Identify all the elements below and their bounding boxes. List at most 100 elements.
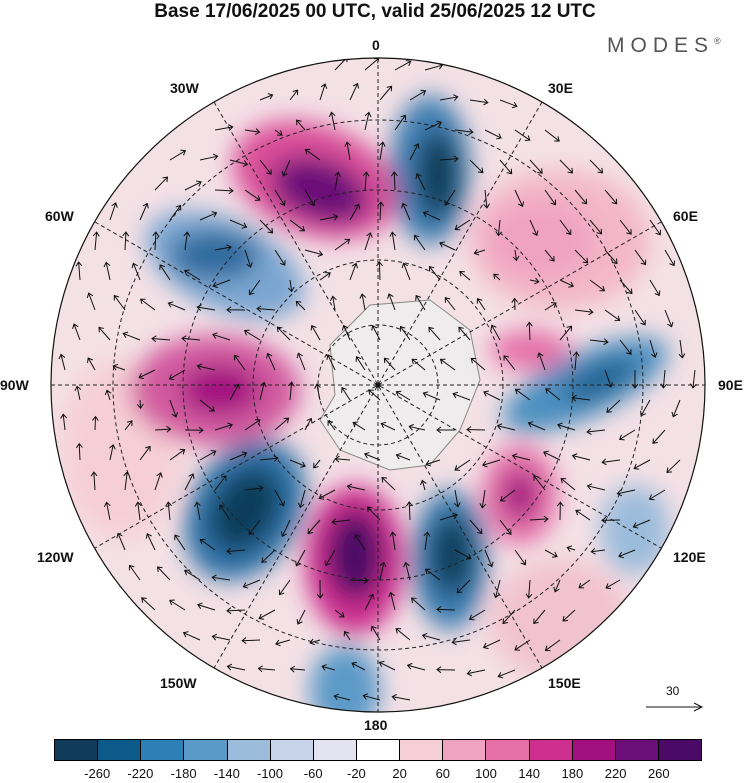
wind-vector xyxy=(529,277,540,285)
wind-vector xyxy=(349,203,360,221)
wind-vector xyxy=(536,352,546,371)
wind-vector xyxy=(484,129,502,140)
wind-vector xyxy=(619,219,632,235)
wind-vector xyxy=(379,85,393,101)
colorbar-tick-label: -140 xyxy=(213,766,240,781)
wind-vector xyxy=(383,357,396,371)
wind-vector xyxy=(466,669,486,677)
wind-vector xyxy=(112,363,126,371)
map-border xyxy=(50,57,706,713)
colorbar-swatch xyxy=(658,740,702,760)
wind-vector xyxy=(459,270,471,281)
wind-vector xyxy=(425,459,441,467)
wind-vector xyxy=(304,189,316,207)
wind-vector xyxy=(212,279,231,289)
wind-vector xyxy=(389,231,397,251)
wind-vector xyxy=(334,455,351,463)
wind-vector xyxy=(408,423,426,431)
wind-vector xyxy=(319,83,328,101)
wind-vector xyxy=(318,489,336,500)
wind-vector xyxy=(304,148,321,161)
wind-vector xyxy=(109,202,118,221)
wind-vector xyxy=(139,202,149,221)
wind-vector xyxy=(364,111,372,131)
wind-vector xyxy=(571,453,591,461)
wind-vector xyxy=(87,357,96,371)
wind-vector xyxy=(128,564,141,581)
wind-vector xyxy=(678,339,686,359)
wind-vector xyxy=(389,531,397,551)
wind-vector xyxy=(281,159,291,177)
wind-vector xyxy=(152,231,160,251)
lon-label-30w: 30W xyxy=(170,80,199,96)
wind-vector xyxy=(75,442,83,461)
south-pole-marker xyxy=(375,382,381,388)
wind-vector xyxy=(444,189,456,206)
wind-vector xyxy=(229,219,248,229)
wind-vector xyxy=(289,665,306,673)
wind-vector xyxy=(544,639,561,652)
wind-vector xyxy=(634,309,646,326)
wind-vector xyxy=(196,304,216,311)
wind-vector xyxy=(275,639,291,647)
wind-vector xyxy=(423,531,431,551)
wind-vector xyxy=(544,129,560,142)
wind-vector xyxy=(211,633,231,641)
wind-vector xyxy=(351,661,366,671)
wind-vector xyxy=(376,261,383,281)
wind-vector xyxy=(512,249,520,262)
wind-vector xyxy=(86,292,96,311)
wind-vector xyxy=(483,390,501,401)
wind-vector xyxy=(233,354,246,371)
wind-vector xyxy=(196,363,216,371)
wind-vector xyxy=(333,693,351,701)
reference-vector-label: 30 xyxy=(666,684,680,698)
wind-vector xyxy=(428,326,441,341)
wind-vector xyxy=(364,232,373,251)
wind-vector xyxy=(75,261,83,281)
wind-vector xyxy=(476,297,486,311)
wind-vector xyxy=(141,597,156,611)
wind-vector xyxy=(287,381,295,401)
wind-vector xyxy=(559,325,573,341)
wind-vector xyxy=(313,459,321,469)
wind-vector xyxy=(169,399,178,418)
wind-vector xyxy=(652,429,666,445)
wind-vector xyxy=(394,60,412,71)
wind-vector xyxy=(381,476,396,491)
wind-vector xyxy=(436,666,456,674)
wind-vector xyxy=(566,545,576,552)
wind-vector xyxy=(525,579,533,599)
wind-vector xyxy=(363,452,381,461)
colorbar-swatch xyxy=(615,740,659,760)
wind-vector xyxy=(328,111,336,131)
wind-vector xyxy=(497,669,516,679)
wind-vector xyxy=(169,448,186,461)
wind-vector xyxy=(278,579,291,596)
wind-vector xyxy=(378,141,386,161)
wind-vector xyxy=(184,569,201,581)
lon-label-120e: 120E xyxy=(673,549,706,565)
wind-vector xyxy=(401,202,411,221)
wind-vector xyxy=(428,265,441,281)
wind-vector xyxy=(346,483,366,491)
wind-vector xyxy=(90,471,98,491)
colorbar-tick-label: 180 xyxy=(561,766,584,781)
colorbar-swatch xyxy=(270,740,314,760)
wind-vector xyxy=(511,297,519,311)
wind-vector xyxy=(490,324,501,341)
wind-vector xyxy=(145,532,156,551)
wind-vector xyxy=(364,593,375,611)
wind-vector xyxy=(174,534,186,551)
wind-vector xyxy=(366,506,381,521)
wind-vector xyxy=(451,638,471,646)
wind-vector xyxy=(559,219,572,236)
wind-vector xyxy=(606,399,621,413)
wind-vector xyxy=(334,238,351,251)
wind-vector xyxy=(98,326,111,341)
wind-vector xyxy=(319,272,331,281)
wind-vector xyxy=(259,455,279,462)
wind-vector xyxy=(379,561,387,581)
wind-vector xyxy=(214,187,234,195)
wind-vector xyxy=(181,335,201,343)
